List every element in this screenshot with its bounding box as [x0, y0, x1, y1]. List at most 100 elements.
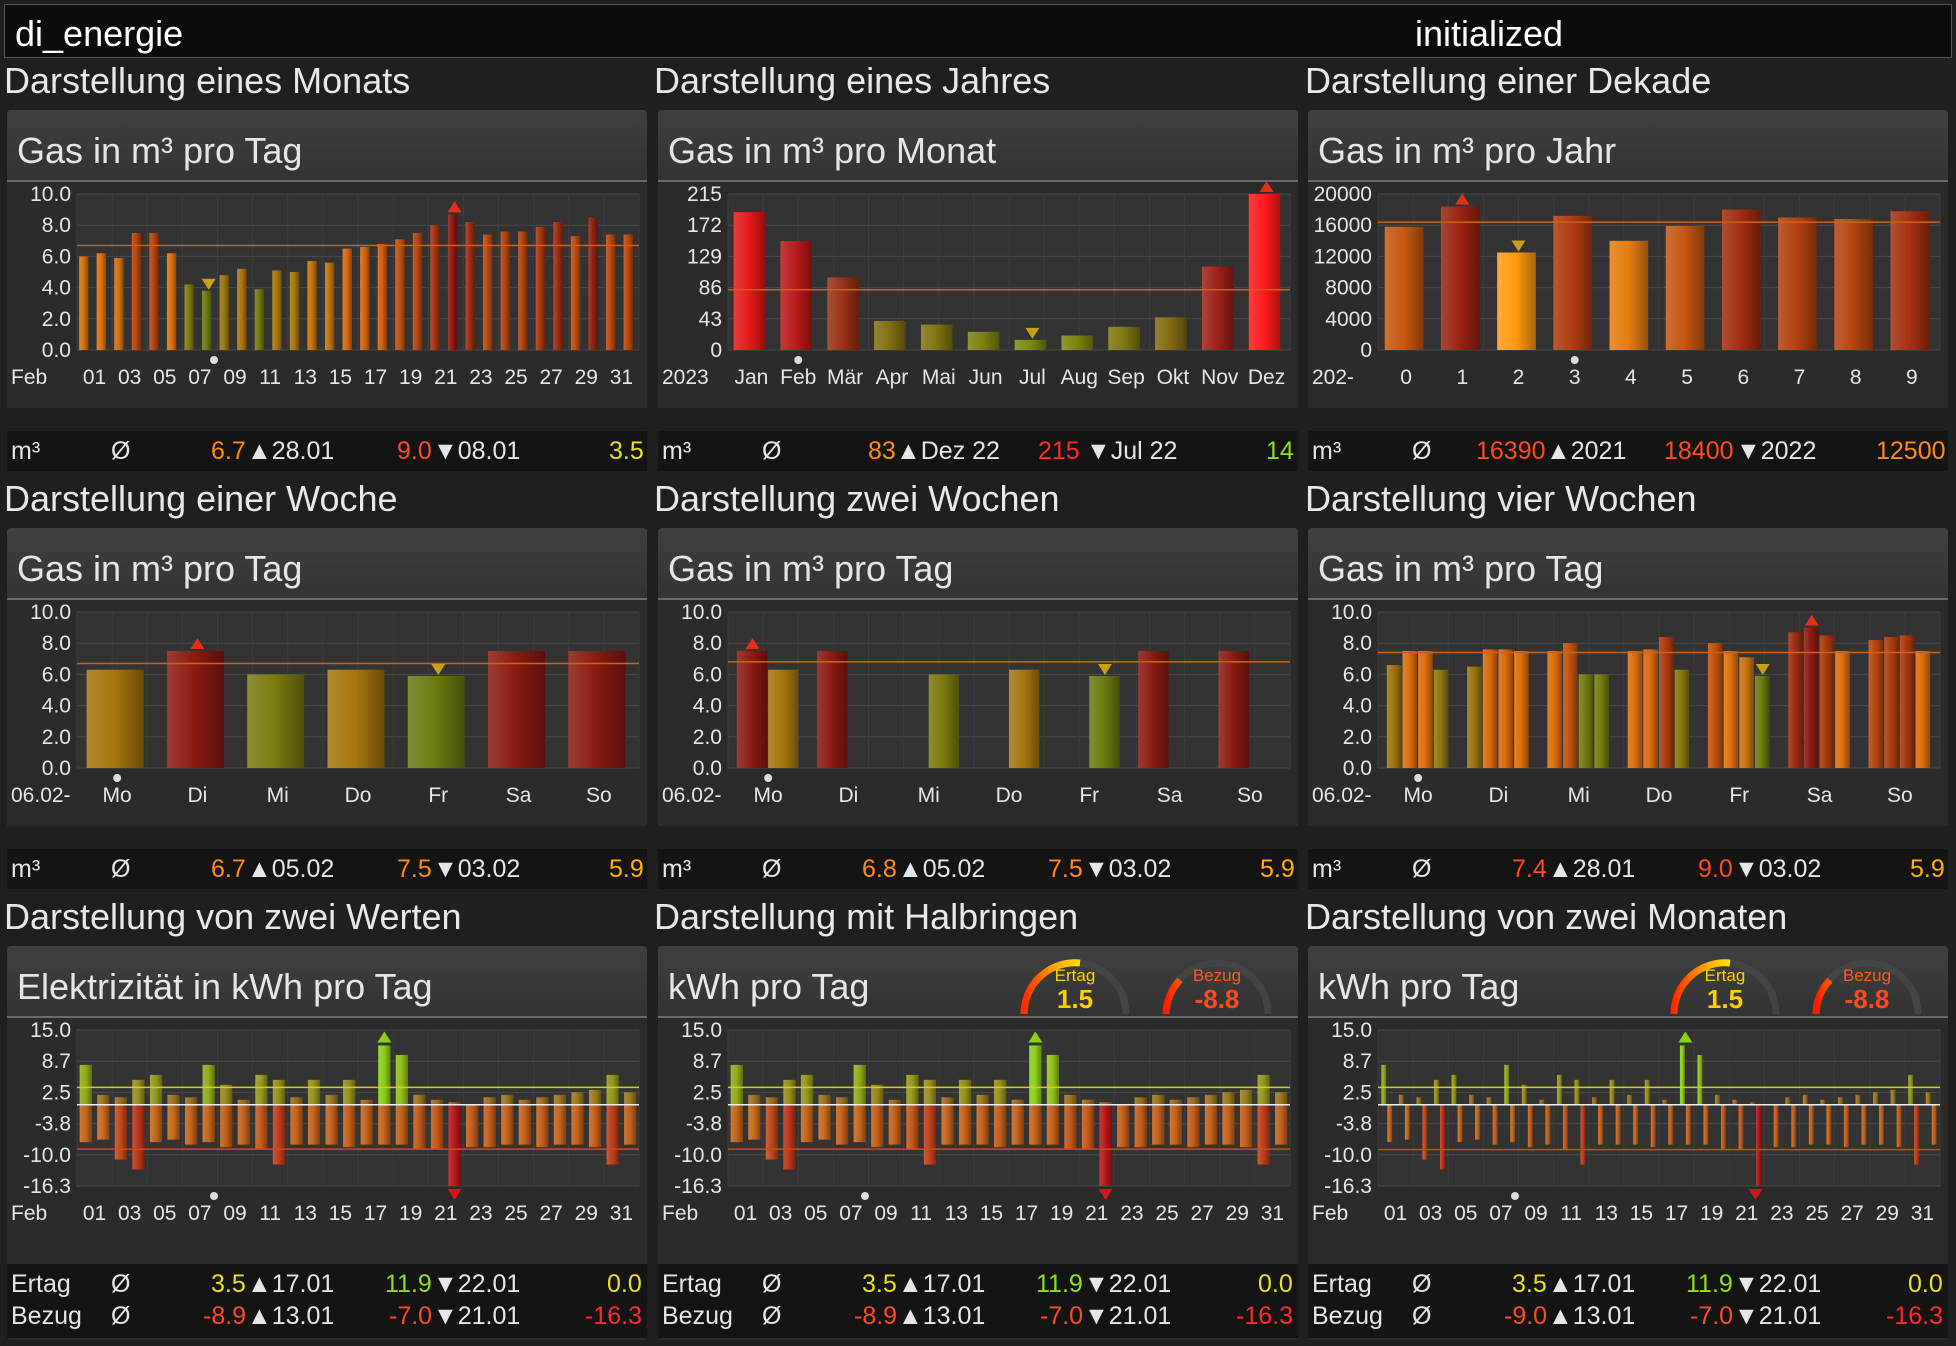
bar-ertag[interactable] — [765, 1097, 779, 1105]
bar-bezug[interactable] — [748, 1104, 761, 1140]
bar-ertag[interactable] — [588, 1089, 602, 1105]
bar[interactable] — [518, 231, 528, 350]
bar-ertag[interactable] — [1204, 1094, 1218, 1105]
bar[interactable] — [412, 233, 423, 350]
bar-bezug[interactable] — [1562, 1104, 1568, 1150]
bar[interactable] — [736, 651, 768, 768]
bar-ertag[interactable] — [343, 1079, 356, 1105]
bar-ertag[interactable] — [836, 1097, 849, 1105]
bar[interactable] — [166, 253, 177, 350]
bar-bezug[interactable] — [1879, 1104, 1884, 1145]
bar-bezug[interactable] — [1580, 1104, 1586, 1165]
bar-bezug[interactable] — [290, 1104, 303, 1145]
bar-bezug[interactable] — [1808, 1104, 1814, 1145]
bar-bezug[interactable] — [220, 1104, 233, 1148]
bar[interactable] — [272, 270, 282, 350]
bar-ertag[interactable] — [1152, 1094, 1165, 1105]
bar-bezug[interactable] — [1633, 1104, 1639, 1145]
bar[interactable] — [874, 320, 906, 350]
bar-ertag[interactable] — [255, 1074, 268, 1105]
bar-bezug[interactable] — [1152, 1104, 1165, 1145]
bar-ertag[interactable] — [185, 1097, 198, 1105]
bar[interactable] — [1643, 649, 1658, 768]
bar-ertag[interactable] — [1539, 1099, 1545, 1105]
bar[interactable] — [307, 261, 317, 350]
bar[interactable] — [1498, 649, 1514, 768]
bar-bezug[interactable] — [888, 1104, 901, 1145]
bar-ertag[interactable] — [1434, 1079, 1439, 1105]
bar-bezug[interactable] — [255, 1104, 268, 1150]
bar-bezug[interactable] — [923, 1104, 937, 1165]
bar-ertag[interactable] — [483, 1097, 496, 1105]
bar[interactable] — [1138, 651, 1169, 768]
bar-bezug[interactable] — [1046, 1104, 1060, 1145]
chart-strom-zwei-werte[interactable]: 15.0 8.7 2.5 -3.8 -10.0 -16.3 Feb 01 03 05 07 09 11 1… — [7, 1018, 647, 1244]
bar[interactable] — [1467, 666, 1482, 768]
bar[interactable] — [1890, 211, 1930, 350]
bar[interactable] — [928, 674, 960, 768]
bar-bezug[interactable] — [518, 1104, 531, 1145]
bar[interactable] — [1482, 649, 1498, 768]
bar-ertag[interactable] — [79, 1064, 92, 1105]
bar[interactable] — [1384, 226, 1424, 350]
bar[interactable] — [360, 247, 370, 350]
bar-ertag[interactable] — [1469, 1094, 1475, 1105]
bar-ertag[interactable] — [606, 1074, 619, 1105]
bar-bezug[interactable] — [237, 1104, 250, 1145]
bar-bezug[interactable] — [132, 1104, 145, 1170]
bar-ertag[interactable] — [1873, 1092, 1878, 1105]
bar-ertag[interactable] — [536, 1097, 549, 1105]
bar[interactable] — [623, 234, 633, 350]
bar-bezug[interactable] — [1510, 1104, 1516, 1143]
bar-bezug[interactable] — [1387, 1104, 1393, 1143]
bar[interactable] — [1218, 651, 1249, 768]
bar-ertag[interactable] — [941, 1097, 954, 1105]
bar[interactable] — [96, 253, 107, 350]
bar-bezug[interactable] — [1668, 1104, 1674, 1145]
bar-ertag[interactable] — [1855, 1094, 1861, 1105]
bar-bezug[interactable] — [1650, 1104, 1656, 1148]
bar[interactable] — [1563, 643, 1578, 768]
chart-strom-zwei-monate[interactable]: 15.0 8.7 2.5 -3.8 -10.0 -16.3 Feb 01 03 05 07 09 11 1… — [1308, 1018, 1948, 1244]
bar-ertag[interactable] — [1785, 1097, 1791, 1105]
bar-bezug[interactable] — [1598, 1104, 1603, 1145]
bar-ertag[interactable] — [149, 1074, 163, 1105]
bar-ertag[interactable] — [290, 1097, 303, 1105]
bar[interactable] — [1915, 651, 1931, 768]
bar[interactable] — [1754, 675, 1770, 768]
bar[interactable] — [254, 289, 265, 350]
bar-ertag[interactable] — [114, 1097, 128, 1105]
bar[interactable] — [1578, 674, 1594, 768]
bar-ertag[interactable] — [748, 1094, 761, 1105]
bar-ertag[interactable] — [1715, 1094, 1720, 1105]
bar[interactable] — [1819, 635, 1835, 768]
bar-ertag[interactable] — [994, 1079, 1007, 1105]
chart-gas-woche[interactable]: 10.0 8.0 6.0 4.0 2.0 0.0 06.02- Mo Di Mi Do Fr Sa So — [7, 600, 647, 826]
bar-bezug[interactable] — [1475, 1104, 1481, 1140]
bar-bezug[interactable] — [1275, 1104, 1288, 1145]
bar-ertag[interactable] — [1046, 1054, 1060, 1105]
bar-ertag[interactable] — [976, 1094, 989, 1105]
bar[interactable] — [605, 234, 616, 350]
bar[interactable] — [1674, 669, 1690, 768]
bar-ertag[interactable] — [1381, 1064, 1387, 1105]
bar-ertag[interactable] — [1504, 1064, 1510, 1105]
bar-ertag[interactable] — [1592, 1097, 1597, 1105]
bar-bezug[interactable] — [413, 1104, 426, 1150]
bar-bezug[interactable] — [1773, 1104, 1779, 1148]
bar[interactable] — [1386, 665, 1402, 768]
bar[interactable] — [1868, 640, 1884, 768]
bar-ertag[interactable] — [1732, 1099, 1738, 1105]
bar-bezug[interactable] — [958, 1104, 972, 1145]
bar-bezug[interactable] — [185, 1104, 198, 1145]
bar[interactable] — [570, 236, 581, 350]
bar-ertag[interactable] — [1697, 1054, 1703, 1105]
bar-bezug[interactable] — [1222, 1104, 1235, 1145]
bar[interactable] — [1248, 194, 1281, 350]
bar[interactable] — [184, 284, 194, 350]
bar[interactable] — [1884, 636, 1899, 768]
bar-ertag[interactable] — [1398, 1094, 1404, 1105]
bar-bezug[interactable] — [202, 1104, 215, 1143]
bar[interactable] — [1155, 317, 1187, 350]
bar-bezug[interactable] — [360, 1104, 373, 1145]
